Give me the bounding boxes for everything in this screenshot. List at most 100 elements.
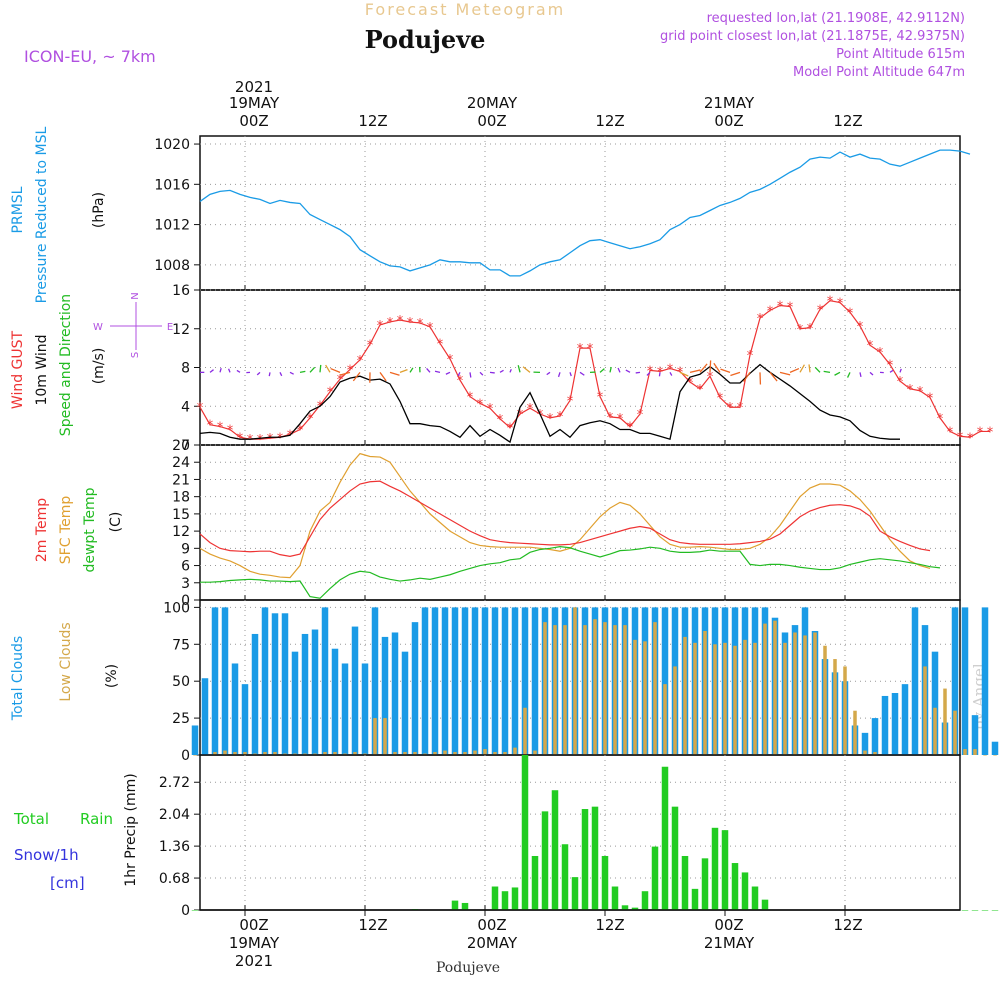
gust-marker: * xyxy=(847,306,854,321)
wind-direction-arrow xyxy=(679,371,689,377)
gust-marker: * xyxy=(987,425,994,440)
low-cloud-bar xyxy=(613,625,617,755)
wind-direction-arrow xyxy=(546,371,551,376)
low-cloud-bar xyxy=(493,752,497,755)
wind-direction-arrow xyxy=(730,371,741,377)
wind-direction-arrow xyxy=(409,367,414,373)
wind-direction-arrow xyxy=(268,372,271,377)
precip-panel: 0 0.68 1.36 2.04 2.72 xyxy=(159,754,999,919)
pressure-unit: (hPa) xyxy=(91,192,107,228)
wind-direction-arrow xyxy=(846,372,851,378)
sfc-temp-line xyxy=(199,452,931,579)
y-tick-label: 1016 xyxy=(154,177,190,193)
low-cloud-bar xyxy=(503,752,507,755)
wind-direction-arrow xyxy=(426,367,431,373)
temp-unit: (C) xyxy=(108,512,124,533)
low-cloud-bar xyxy=(833,659,837,755)
rain-bar xyxy=(961,910,969,911)
gust-marker: * xyxy=(397,314,404,329)
total-cloud-bar xyxy=(531,607,539,755)
total-cloud-bar xyxy=(661,607,669,755)
wind-direction-arrow xyxy=(869,371,874,376)
wind-legend-10m: 10m Wind xyxy=(34,334,50,405)
wind-direction-arrow xyxy=(769,371,778,382)
wind-direction-arrow xyxy=(834,371,841,376)
low-cloud-bar xyxy=(333,752,337,755)
total-cloud-bar xyxy=(911,607,919,755)
low-cloud-bar xyxy=(723,642,727,755)
top-day-label: 20MAY xyxy=(467,94,518,112)
y-tick-label: 1.36 xyxy=(159,839,190,855)
rain-bar xyxy=(491,886,499,910)
wind-direction-arrow xyxy=(709,360,712,373)
compass-north: N xyxy=(130,292,141,299)
wind-direction-arrow xyxy=(489,371,495,374)
low-cloud-bar xyxy=(553,625,557,755)
bottom-day-label: 20MAY xyxy=(467,934,518,952)
gust-marker: * xyxy=(507,422,514,437)
y-tick-label: 15 xyxy=(172,507,190,523)
wind-direction-arrow xyxy=(789,367,800,373)
wind-direction-arrow xyxy=(445,371,451,375)
gust-marker: * xyxy=(327,386,334,401)
y-tick-label: 2.72 xyxy=(159,775,190,791)
wind-direction-arrow xyxy=(499,369,504,373)
y-tick-label: 18 xyxy=(172,490,190,506)
gust-marker: * xyxy=(197,401,204,416)
gust-marker: * xyxy=(497,413,504,428)
y-tick-label: 16 xyxy=(172,283,190,299)
total-cloud-bar xyxy=(191,725,199,755)
top-day-label: 21MAY xyxy=(704,94,755,112)
pressure-line xyxy=(199,149,971,277)
gust-marker: * xyxy=(687,376,694,391)
gust-marker: * xyxy=(757,312,764,327)
total-cloud-bar xyxy=(361,663,369,755)
low-cloud-bar xyxy=(523,707,527,755)
gust-marker: * xyxy=(717,392,724,407)
low-cloud-bar xyxy=(473,750,477,755)
total-cloud-bar xyxy=(461,607,469,755)
gust-marker: * xyxy=(377,319,384,334)
wind-direction-arrow xyxy=(389,371,400,376)
bottom-hour-label: 00Z xyxy=(477,916,506,934)
footer-location: Podujeve xyxy=(436,960,500,976)
low-cloud-bar xyxy=(403,752,407,755)
wind-direction-arrow xyxy=(569,372,572,377)
clouds-legend-low: Low Clouds xyxy=(58,622,74,701)
gust-marker: * xyxy=(707,370,714,385)
wind-direction-arrow xyxy=(228,368,231,373)
rain-bar xyxy=(621,905,629,910)
low-cloud-bar xyxy=(693,642,697,755)
rain-bar xyxy=(601,855,609,910)
gust-marker: * xyxy=(937,412,944,427)
low-cloud-bar xyxy=(213,752,217,755)
total-cloud-bar xyxy=(931,651,939,755)
low-cloud-bar xyxy=(193,755,197,756)
gust-marker: * xyxy=(347,363,354,378)
gust-marker: * xyxy=(577,342,584,357)
wind-direction-arrow xyxy=(635,371,641,374)
gust-marker: * xyxy=(487,402,494,417)
rain-bar xyxy=(721,830,729,910)
gust-marker: * xyxy=(227,424,234,439)
gust-marker: * xyxy=(247,433,254,448)
y-tick-label: 12 xyxy=(172,322,190,338)
y-tick-label: 75 xyxy=(172,637,190,653)
rain-bar xyxy=(521,755,529,910)
clouds-legend-total: Total Clouds xyxy=(10,636,26,721)
low-cloud-bar xyxy=(603,622,607,755)
rain-bar xyxy=(641,891,649,910)
gust-marker: * xyxy=(407,316,414,331)
y-tick-label: 0 xyxy=(181,593,190,609)
low-cloud-bar xyxy=(923,666,927,755)
total-cloud-bar xyxy=(341,663,349,755)
rain-bar xyxy=(991,910,999,911)
wind-direction-arrow xyxy=(256,371,261,376)
total-cloud-bar xyxy=(991,741,999,755)
gust-marker: * xyxy=(647,364,654,379)
y-tick-label: 50 xyxy=(172,674,190,690)
wind-direction-arrow xyxy=(899,368,902,373)
pressure-panel: 1008 1012 1016 1020 xyxy=(154,135,971,291)
y-tick-label: 21 xyxy=(172,472,190,488)
